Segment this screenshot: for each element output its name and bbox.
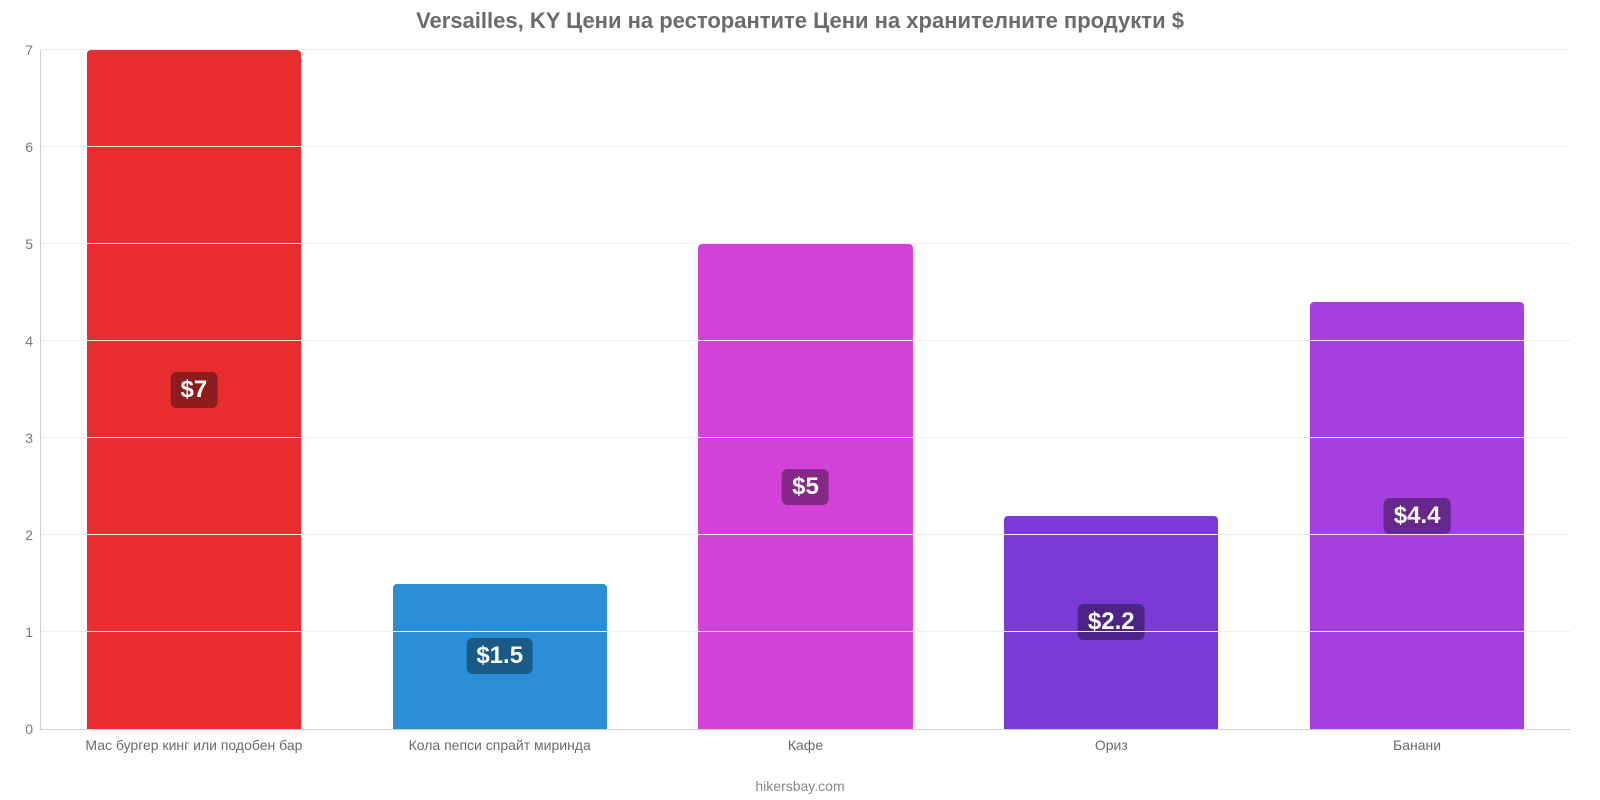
- gridline: [41, 534, 1570, 535]
- xtick-label: Банани: [1393, 729, 1441, 753]
- ytick-label: 6: [25, 139, 41, 155]
- ytick-label: 7: [25, 42, 41, 58]
- ytick-label: 4: [25, 333, 41, 349]
- price-bar-chart: Versailles, KY Цени на ресторантите Цени…: [0, 0, 1600, 800]
- bars-container: $7Мас бургер кинг или подобен бар$1.5Кол…: [41, 50, 1570, 729]
- xtick-label: Кола пепси спрайт миринда: [409, 729, 591, 753]
- bar-slot: $4.4Банани: [1264, 50, 1570, 729]
- ytick-label: 5: [25, 236, 41, 252]
- bar: $1.5: [393, 584, 607, 730]
- value-badge: $7: [171, 372, 218, 408]
- gridline: [41, 243, 1570, 244]
- gridline: [41, 49, 1570, 50]
- chart-title: Versailles, KY Цени на ресторантите Цени…: [0, 0, 1600, 34]
- value-badge: $1.5: [466, 638, 533, 674]
- ytick-label: 1: [25, 624, 41, 640]
- attribution-text: hikersbay.com: [0, 778, 1600, 794]
- value-badge: $5: [782, 469, 829, 505]
- bar-slot: $1.5Кола пепси спрайт миринда: [347, 50, 653, 729]
- gridline: [41, 146, 1570, 147]
- bar-slot: $5Кафе: [653, 50, 959, 729]
- xtick-label: Мас бургер кинг или подобен бар: [85, 729, 302, 753]
- plot-area: $7Мас бургер кинг или подобен бар$1.5Кол…: [40, 50, 1570, 730]
- value-badge: $4.4: [1384, 498, 1451, 534]
- ytick-label: 2: [25, 527, 41, 543]
- bar: $7: [87, 50, 301, 729]
- xtick-label: Кафе: [788, 729, 823, 753]
- bar: $4.4: [1310, 302, 1524, 729]
- bar: $2.2: [1004, 516, 1218, 729]
- gridline: [41, 631, 1570, 632]
- bar-slot: $7Мас бургер кинг или подобен бар: [41, 50, 347, 729]
- gridline: [41, 437, 1570, 438]
- value-badge: $2.2: [1078, 604, 1145, 640]
- bar: $5: [698, 244, 912, 729]
- ytick-label: 3: [25, 430, 41, 446]
- ytick-label: 0: [25, 721, 41, 737]
- bar-slot: $2.2Ориз: [958, 50, 1264, 729]
- xtick-label: Ориз: [1095, 729, 1128, 753]
- gridline: [41, 340, 1570, 341]
